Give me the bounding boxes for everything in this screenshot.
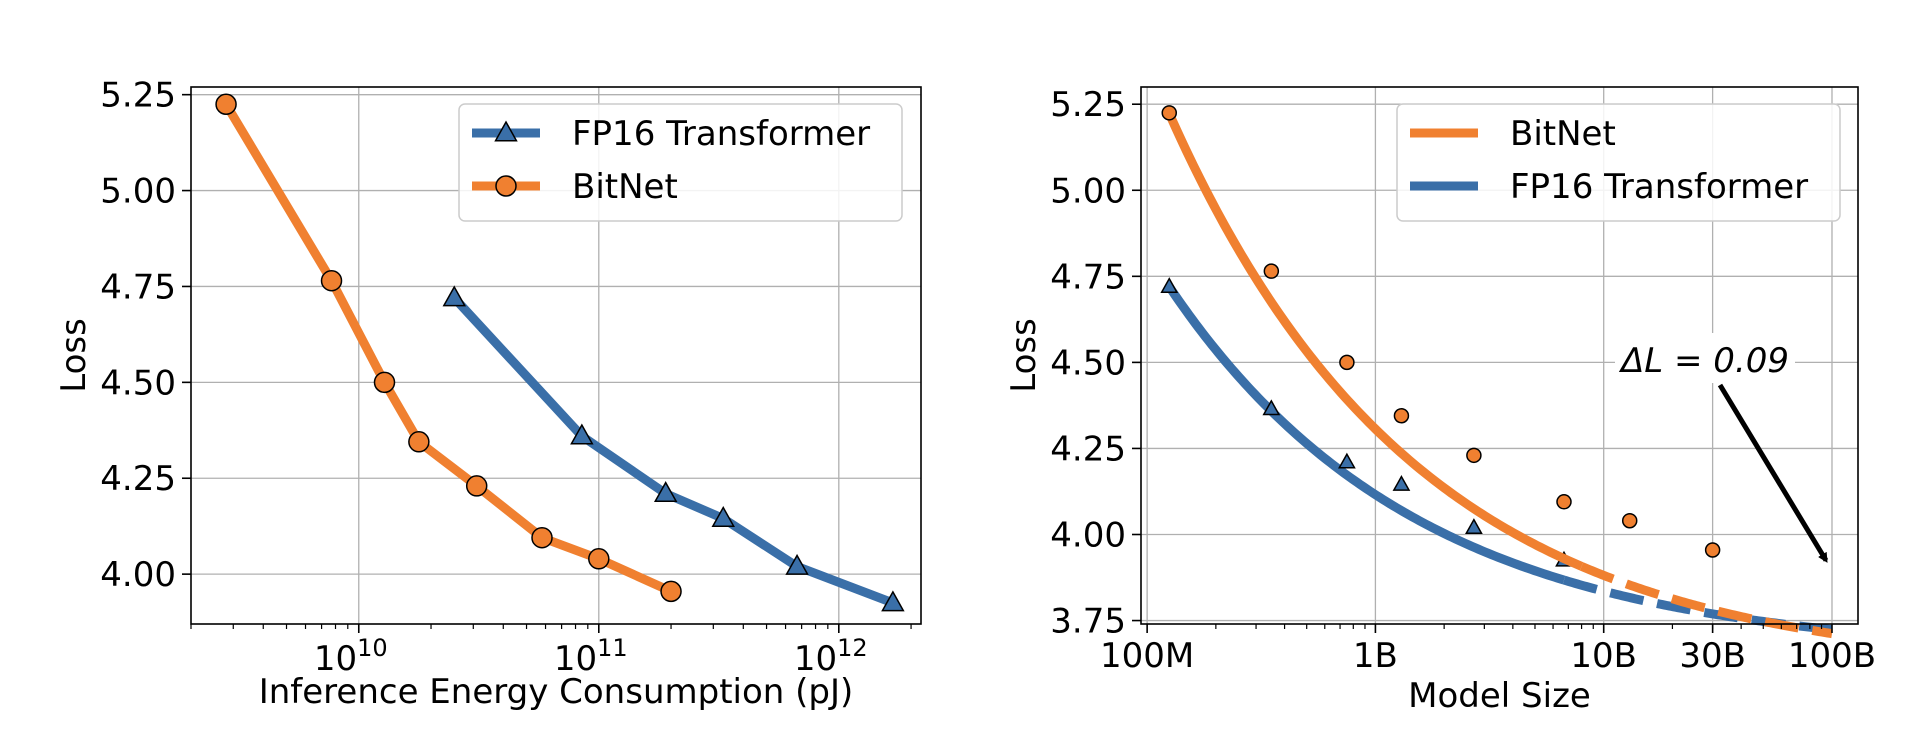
y-tick-label: 4.50	[100, 363, 176, 403]
x-tick-label: 30B	[1679, 636, 1746, 676]
legend: FP16 Transformer BitNet	[458, 103, 903, 222]
fp16-transformer-point	[442, 285, 467, 307]
bitnet-point	[1393, 407, 1410, 424]
plot-frame	[190, 86, 922, 625]
fp16-transformer-point	[881, 590, 905, 612]
fp16-transformer-point	[1392, 475, 1411, 491]
y-axis-label: Loss	[54, 318, 94, 393]
y-tick-label: 4.75	[100, 267, 176, 307]
bitnet-series	[1161, 105, 1833, 639]
y-tick-label: 4.25	[1050, 429, 1126, 469]
energy-loss-chart: 1010 1011 1012 4.00 4.25 4.50 4.75 5.00 5.25 In…	[54, 76, 922, 712]
bitnet-point	[215, 93, 237, 116]
fp16-transformer-point	[1338, 452, 1356, 469]
x-axis-ticks: 100M 1B 10B 30B 100B	[1100, 624, 1876, 676]
x-axis-label: Inference Energy Consumption (pJ)	[259, 672, 854, 712]
x-tick-label: 100M	[1100, 636, 1194, 676]
bitnet-point	[1466, 447, 1482, 464]
x-tick-label: 1011	[554, 634, 628, 679]
legend-bitnet-label: BitNet	[572, 167, 678, 207]
fp16-transformer-point	[570, 423, 594, 445]
bitnet-point	[320, 269, 343, 292]
annotation-arrow	[1717, 383, 1829, 563]
plot-frame	[1140, 86, 1859, 625]
x-tick-label: 10B	[1570, 636, 1637, 676]
legend-box	[458, 103, 903, 222]
fp16-transformer-point	[1262, 399, 1281, 416]
legend-bitnet-label: BitNet	[1510, 114, 1616, 154]
bitnet-series	[215, 93, 682, 603]
y-tick-label: 4.00	[100, 555, 176, 595]
legend-bitnet-marker	[495, 175, 517, 197]
bitnet-fit-solid	[1165, 111, 1584, 571]
legend-fp16-marker	[494, 120, 518, 142]
fp16-transformer-point	[1465, 518, 1483, 534]
model-size-loss-chart: 100M 1B 10B 30B 100B 3.75 4.00 4.25 4.50 4.75 5.0…	[1004, 85, 1876, 716]
x-axis-ticks: 1010 1011 1012	[190, 624, 912, 679]
fp16-transformer-point	[653, 481, 678, 503]
y-tick-label: 5.00	[100, 172, 176, 212]
legend-fp16-label: FP16 Transformer	[1510, 167, 1808, 207]
x-axis-label: Model Size	[1408, 676, 1591, 716]
y-axis-ticks: 4.00 4.25 4.50 4.75 5.00 5.25	[100, 76, 191, 595]
bitnet-point	[1556, 494, 1572, 510]
annotation-background	[1615, 333, 1795, 383]
legend: BitNet FP16 Transformer	[1396, 103, 1841, 222]
bitnet-point	[588, 548, 610, 570]
bitnet-point	[465, 475, 488, 497]
fp16-transformer-series	[1160, 277, 1833, 635]
y-axis-label: Loss	[1004, 318, 1044, 393]
x-tick-label: 1B	[1353, 636, 1398, 676]
fp16-transformer-series	[442, 285, 905, 612]
y-tick-label: 4.75	[1050, 257, 1126, 297]
bitnet-point	[1339, 354, 1355, 371]
bitnet-point	[660, 580, 682, 603]
fp16-transformer-point	[711, 505, 735, 527]
x-tick-label: 1012	[794, 634, 868, 679]
y-tick-label: 4.00	[1050, 516, 1126, 556]
bitnet-point	[373, 371, 396, 394]
bitnet-fit-extrapolated	[1579, 562, 1833, 639]
annotation-label: ΔL = 0.09	[1618, 341, 1789, 381]
bitnet-point	[1621, 512, 1638, 529]
y-tick-label: 5.00	[1050, 171, 1126, 211]
bitnet-point	[531, 526, 553, 549]
y-tick-label: 5.25	[1050, 85, 1126, 125]
fp16-transformer-point	[1160, 277, 1179, 294]
y-tick-label: 3.75	[1050, 602, 1126, 642]
bitnet-point	[1161, 105, 1178, 121]
legend-box	[1396, 103, 1841, 222]
fp16-transformer-line	[449, 293, 898, 608]
y-axis-ticks: 3.75 4.00 4.25 4.50 4.75 5.00 5.25	[1050, 85, 1141, 642]
bitnet-point	[1263, 263, 1280, 279]
bitnet-point	[408, 431, 430, 453]
fp16-fit-solid	[1165, 284, 1566, 585]
y-tick-label: 4.50	[1050, 343, 1126, 383]
x-tick-label: 100B	[1788, 636, 1876, 676]
y-tick-label: 4.25	[100, 459, 176, 499]
y-tick-label: 5.25	[100, 76, 176, 116]
bitnet-point	[1704, 542, 1721, 558]
fp16-transformer-point	[785, 553, 809, 575]
legend-fp16-label: FP16 Transformer	[572, 114, 870, 154]
x-tick-label: 1010	[314, 634, 388, 679]
delta-loss-annotation: ΔL = 0.09	[1615, 333, 1829, 563]
